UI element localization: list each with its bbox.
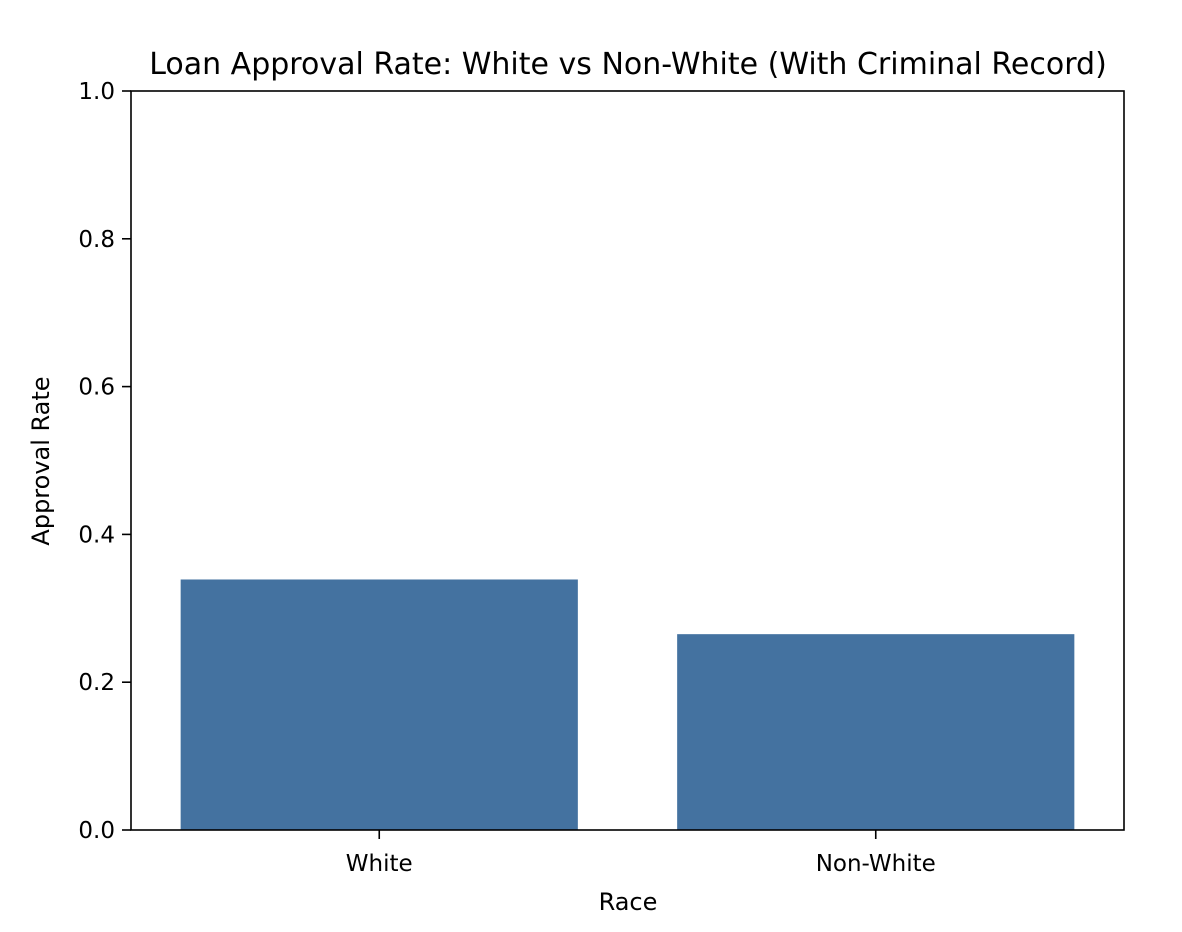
y-tick-label: 0.4 <box>78 522 115 548</box>
bars-layer <box>180 579 1075 830</box>
y-tick-label: 0.2 <box>78 670 115 696</box>
chart-title: Loan Approval Rate: White vs Non-White (… <box>149 47 1107 82</box>
bar-white <box>180 579 578 830</box>
y-tick-label: 0.8 <box>78 227 115 253</box>
y-axis-label: Approval Rate <box>27 376 55 545</box>
x-tick-label: White <box>346 851 413 877</box>
y-tick-label: 1.0 <box>78 79 115 105</box>
y-tick-label: 0.6 <box>78 375 115 401</box>
bar-non-white <box>677 634 1075 830</box>
x-tick-label: Non-White <box>816 851 936 877</box>
x-axis-label: Race <box>599 888 658 916</box>
y-tick-label: 0.0 <box>78 818 115 844</box>
x-axis-ticks: White Non-White <box>346 830 936 877</box>
plot-frame <box>130 90 1125 831</box>
y-axis-ticks: 0.0 0.2 0.4 0.6 0.8 1.0 <box>78 79 131 844</box>
